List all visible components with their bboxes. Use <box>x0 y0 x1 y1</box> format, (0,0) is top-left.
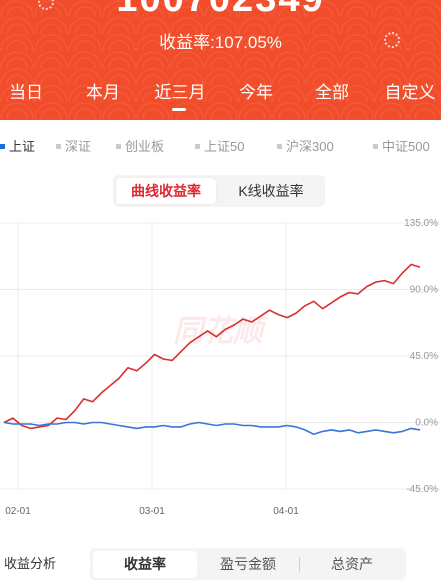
index-dot-icon <box>277 144 282 149</box>
y-tick-label: 45.0% <box>410 351 438 362</box>
kline-yield-button[interactable]: K线收益率 <box>238 183 304 199</box>
index-yield-line <box>3 421 421 436</box>
period-tab-indicator <box>172 108 186 111</box>
refresh-icon[interactable] <box>384 32 400 48</box>
period-tab-today[interactable]: 当日 <box>9 83 43 102</box>
chart-type-toggle: 曲线收益率 K线收益率 <box>113 175 325 207</box>
period-tab-all[interactable]: 全部 <box>315 83 349 102</box>
index-dot-icon <box>116 144 121 149</box>
index-tabs: 上证 深证 创业板 上证50 沪深300 中证500 <box>0 130 441 158</box>
period-tab-custom[interactable]: 自定义 <box>384 83 436 102</box>
decor-top-icon <box>38 0 54 10</box>
period-tabs: 当日 本月 近三月 今年 全部 自定义 <box>0 78 441 112</box>
index-tab-sse50[interactable]: 上证50 <box>195 136 244 155</box>
curve-yield-button[interactable]: 曲线收益率 <box>116 178 216 204</box>
index-dot-icon <box>195 144 200 149</box>
total-value: 100702349 <box>0 0 441 21</box>
index-tab-label: 沪深300 <box>286 139 334 154</box>
index-tab-csi300[interactable]: 沪深300 <box>277 136 334 155</box>
x-tick-label: 02-01 <box>5 506 31 517</box>
index-tab-label: 上证50 <box>204 139 245 154</box>
analysis-tab-assets[interactable]: 总资产 <box>331 556 373 572</box>
index-tab-label: 创业板 <box>125 139 165 154</box>
x-tick-label: 04-01 <box>273 506 299 517</box>
period-tab-month[interactable]: 本月 <box>86 83 120 102</box>
analysis-tab-yield[interactable]: 收益率 <box>93 551 197 578</box>
index-tab-shenzhen[interactable]: 深证 <box>56 136 91 155</box>
period-tab-year[interactable]: 今年 <box>239 83 273 102</box>
index-tab-chinext[interactable]: 创业板 <box>116 136 164 155</box>
tab-divider <box>299 557 300 572</box>
index-tab-label: 中证500 <box>382 139 430 154</box>
index-dot-icon <box>56 144 61 149</box>
y-tick-label: 0.0% <box>415 418 438 429</box>
index-tab-shanghai[interactable]: 上证 <box>0 136 35 155</box>
index-tab-label: 上证 <box>9 139 36 154</box>
period-tab-three-months[interactable]: 近三月 <box>154 83 206 102</box>
portfolio-yield-line <box>3 263 421 430</box>
y-tick-label: -45.0% <box>406 484 438 495</box>
index-tab-csi500[interactable]: 中证500 <box>373 136 430 155</box>
y-tick-label: 135.0% <box>404 218 438 229</box>
index-tab-label: 深证 <box>65 139 92 154</box>
yield-chart-svg: 135.0% 90.0% 45.0% 0.0% -45.0% 02-01 03-01 04-0… <box>0 218 441 517</box>
yield-analysis-title: 收益分析 <box>4 556 57 571</box>
analysis-tabs: 收益率 盈亏金额 总资产 <box>90 548 406 580</box>
portfolio-header: 100702349 收益率:107.05% 当日 本月 近三月 今年 全部 自定… <box>0 0 441 120</box>
analysis-tab-pnl[interactable]: 盈亏金额 <box>220 556 276 572</box>
y-tick-label: 90.0% <box>410 285 438 296</box>
x-tick-label: 03-01 <box>139 506 165 517</box>
yield-rate-text: 收益率:107.05% <box>159 33 282 52</box>
index-dot-icon <box>373 144 378 149</box>
index-dot-icon <box>0 144 5 149</box>
yield-chart: 135.0% 90.0% 45.0% 0.0% -45.0% 02-01 03-01 04-0… <box>0 215 441 520</box>
